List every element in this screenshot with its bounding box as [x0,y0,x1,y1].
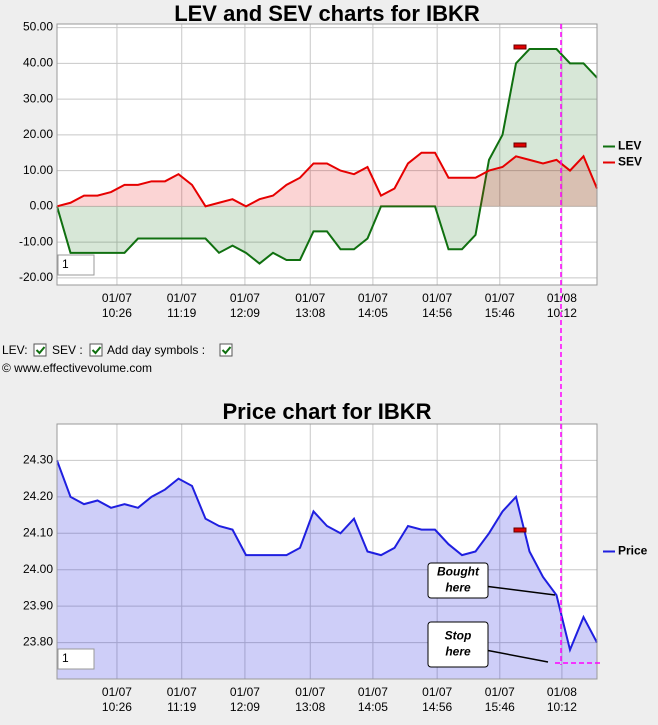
annotation: Bought here [437,565,480,595]
x-tick-label: 01/07 12:09 [230,291,260,320]
zoom-input-value: 1 [62,257,69,271]
plot-border [56,423,598,680]
x-tick-label: 01/07 15:46 [485,291,515,320]
y-tick-label: 24.00 [23,562,53,576]
x-tick-label: 01/07 11:19 [167,291,197,320]
plot-area [57,424,597,679]
y-tick-label: 20.00 [23,127,53,141]
zoom-input-value: 1 [62,651,69,665]
series-line [56,151,598,208]
annotation-arrow [487,649,549,663]
x-tick-label: 01/07 14:05 [358,685,388,714]
legend-label: LEV [618,139,641,153]
day-symbol [513,527,527,533]
sev-checkbox[interactable] [89,343,103,357]
legend-label: SEV [618,155,642,169]
day-symbol [513,44,527,50]
area-fill [57,152,597,207]
lev-checkbox[interactable] [33,343,47,357]
chart-title: Price chart for IBKR [222,399,431,424]
y-tick-label: -20.00 [19,270,53,284]
series-line [56,48,598,265]
x-tick-label: 01/07 14:05 [358,291,388,320]
annotation-box [427,621,489,668]
area-fill [57,49,597,264]
x-tick-label: 01/07 10:26 [102,685,132,714]
x-tick-label: 01/07 13:08 [295,291,325,320]
x-tick-label: 01/08 10:12 [547,685,577,714]
y-tick-label: 24.10 [23,525,53,539]
lev-label: LEV: [2,343,28,357]
plot-border [56,23,598,286]
annotation-arrow [487,585,556,596]
y-tick-label: 50.00 [23,20,53,34]
x-tick-label: 01/07 10:26 [102,291,132,320]
sev-label: SEV : [52,343,83,357]
x-tick-label: 01/07 14:56 [422,685,452,714]
copyright: © www.effectivevolume.com [2,361,152,375]
x-tick-label: 01/08 10:12 [547,291,577,320]
y-tick-label: -10.00 [19,234,53,248]
day-symbol [513,142,527,148]
y-tick-label: 23.80 [23,635,53,649]
annotation: Stop here [445,629,472,659]
y-tick-label: 23.90 [23,598,53,612]
legend-label: Price [618,544,648,558]
zoom-input[interactable] [57,648,95,670]
y-tick-label: 24.30 [23,453,53,467]
x-tick-label: 01/07 11:19 [167,685,197,714]
y-tick-label: 40.00 [23,56,53,70]
x-tick-label: 01/07 15:46 [485,685,515,714]
x-tick-label: 01/07 14:56 [422,291,452,320]
day-symbols-checkbox[interactable] [219,343,233,357]
chart-title: LEV and SEV charts for IBKR [174,1,480,26]
x-tick-label: 01/07 13:08 [295,685,325,714]
y-tick-label: 24.20 [23,489,53,503]
y-tick-label: 30.00 [23,91,53,105]
zoom-input[interactable] [57,254,95,276]
annotation-box [427,562,489,599]
x-tick-label: 01/07 12:09 [230,685,260,714]
y-tick-label: 0.00 [30,199,54,213]
series-line [56,460,598,654]
y-tick-label: 10.00 [23,163,53,177]
plot-area [57,24,597,285]
day-symbols-label: Add day symbols : [107,343,205,357]
